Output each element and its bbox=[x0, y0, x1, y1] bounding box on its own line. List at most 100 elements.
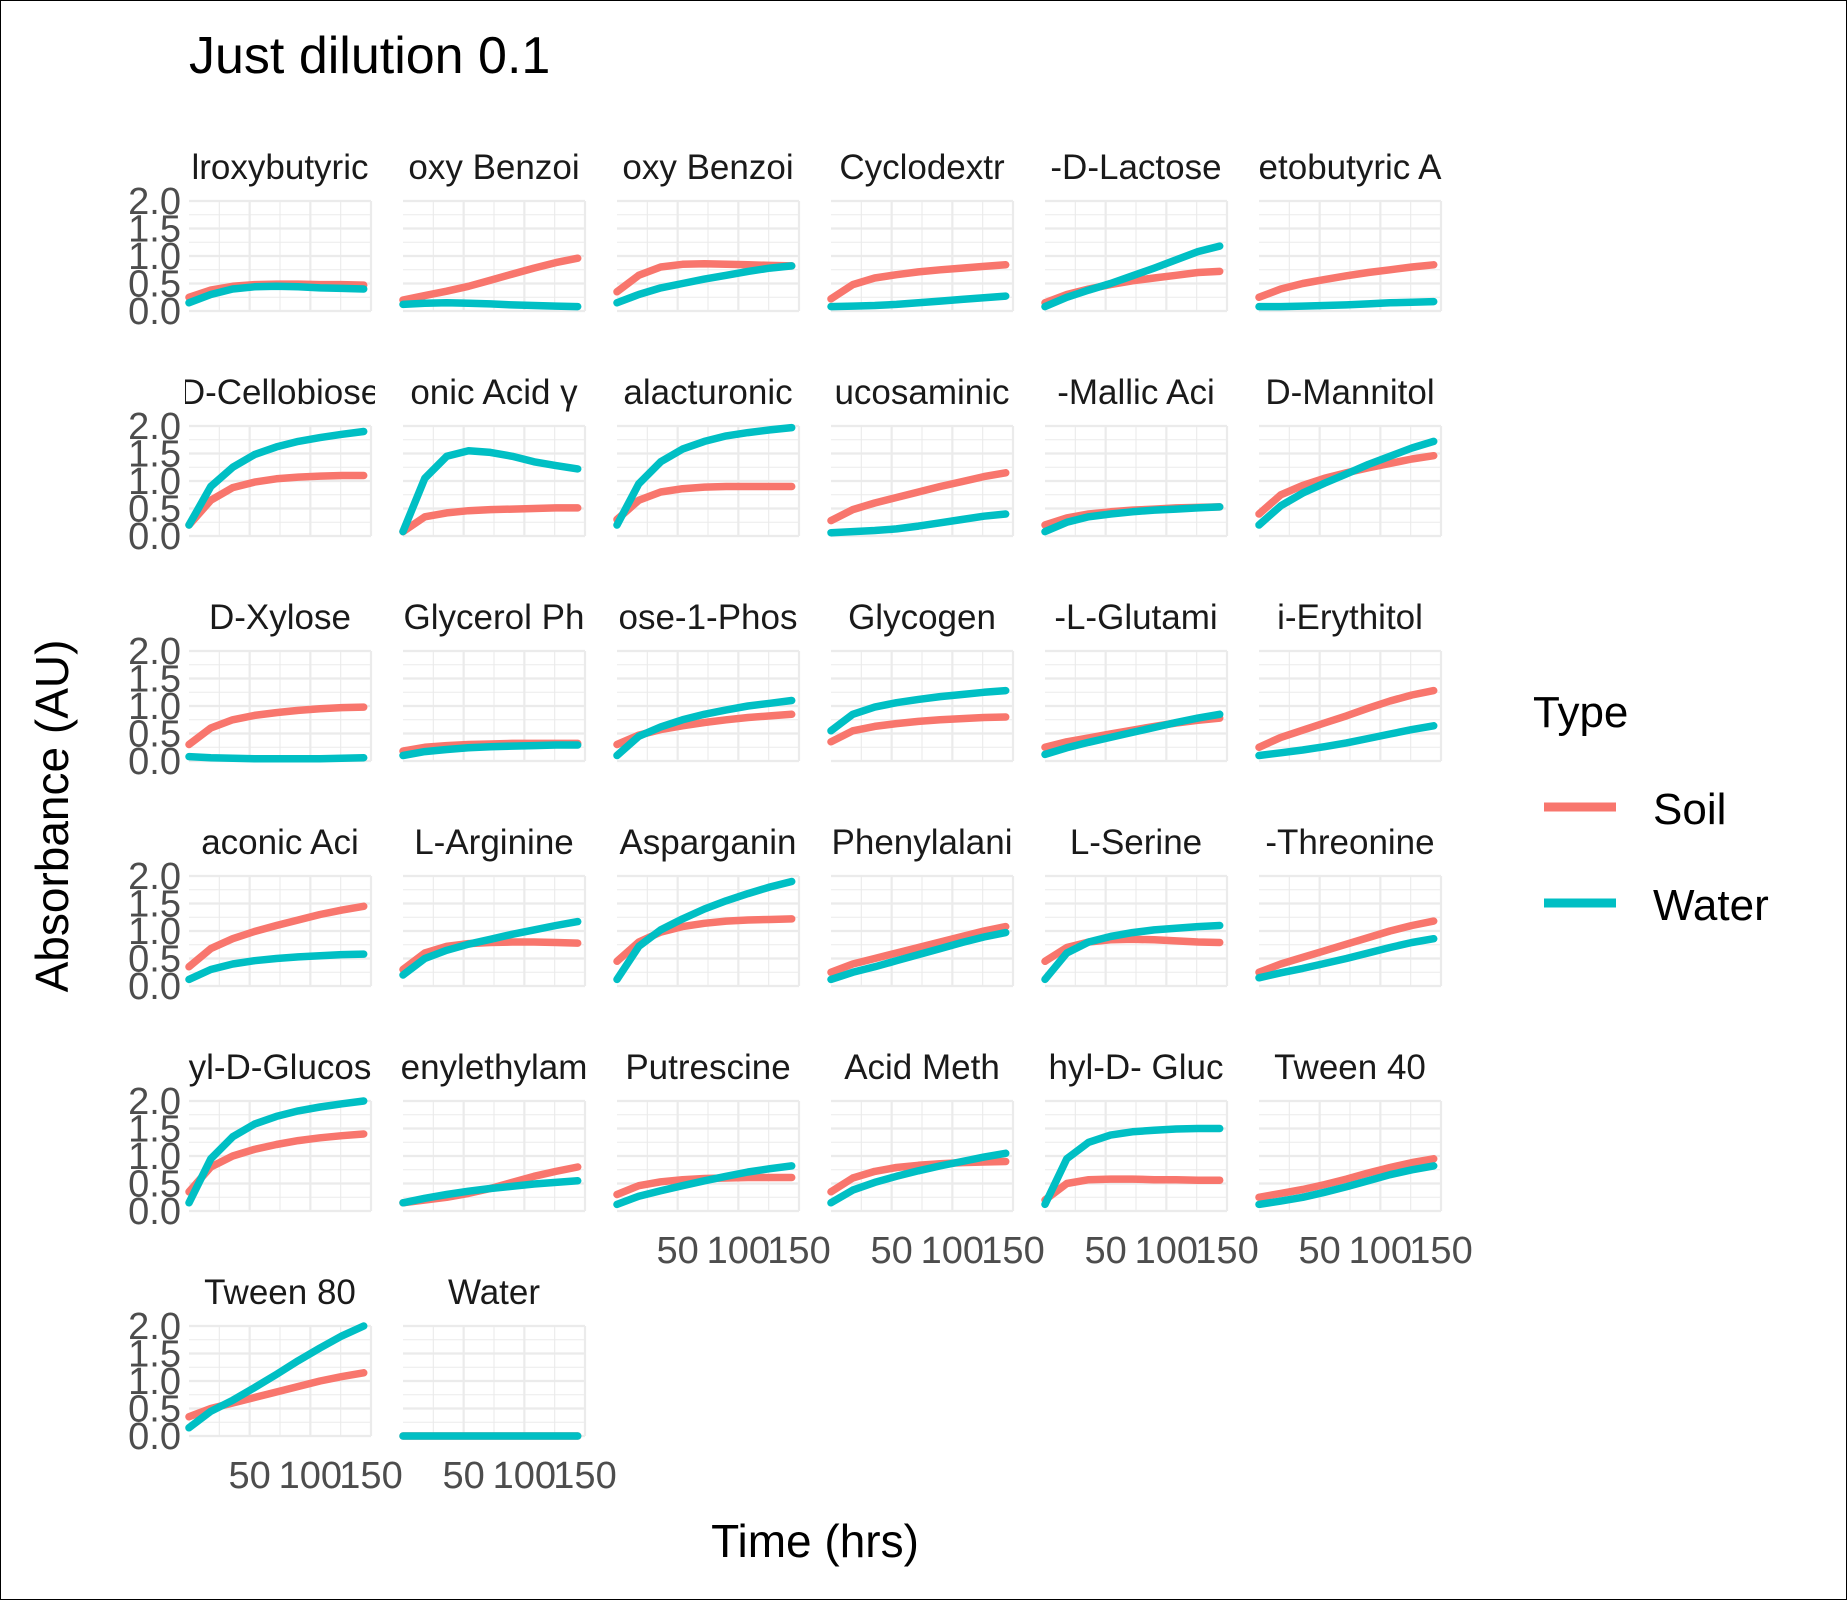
y-tick-label: 0.0 bbox=[128, 966, 181, 1008]
facet-panel: aconic Aci 0.00.51.01.52.0 bbox=[128, 823, 373, 1008]
legend: Type Soil Water bbox=[1533, 688, 1769, 930]
series-line-soil bbox=[827, 922, 1010, 977]
series-line-water bbox=[1255, 1162, 1438, 1209]
y-tick-label: 1.5 bbox=[128, 659, 181, 701]
facet-strip-label: onic Acid γ bbox=[410, 373, 578, 412]
y-tick-label: 0.5 bbox=[128, 714, 181, 756]
x-tick-label: 50 bbox=[443, 1455, 485, 1497]
x-tick-label: 50 bbox=[1085, 1230, 1127, 1272]
series-line-water bbox=[1041, 710, 1224, 759]
facet-panel: D-Mannitol bbox=[1255, 373, 1443, 538]
series-line-soil bbox=[399, 254, 582, 304]
series-line-water bbox=[399, 1177, 582, 1207]
facet-panel: alacturonic bbox=[613, 373, 801, 538]
x-tick-label: 100 bbox=[279, 1455, 342, 1497]
y-tick-label: 2.0 bbox=[128, 406, 181, 448]
series-line-water bbox=[613, 1162, 796, 1209]
facet-panel: Asparganin bbox=[613, 823, 801, 988]
facet-strip-label: D-Xylose bbox=[209, 598, 351, 637]
series-line-water bbox=[613, 696, 796, 760]
y-tick-label: 0.0 bbox=[128, 516, 181, 558]
facet-strip-label: ucosaminic bbox=[834, 373, 1009, 412]
y-tick-label: 2.0 bbox=[128, 856, 181, 898]
series-line-water bbox=[399, 447, 582, 536]
facet-strip-label: Water bbox=[448, 1273, 540, 1312]
facet-strip-label: D-Mannitol bbox=[1265, 373, 1434, 412]
facet-strip-label: i-Erythitol bbox=[1277, 598, 1423, 637]
x-tick-label: 50 bbox=[229, 1455, 271, 1497]
x-tick-label: 150 bbox=[767, 1230, 830, 1272]
facet-strip-label: -Threonine bbox=[1265, 823, 1434, 862]
series-line-soil bbox=[185, 902, 368, 971]
y-tick-label: 1.0 bbox=[128, 461, 181, 503]
y-tick-label: 0.0 bbox=[128, 291, 181, 333]
series-line-soil bbox=[1041, 1175, 1224, 1204]
chart-title: Just dilution 0.1 bbox=[189, 27, 550, 85]
y-tick-label: 0.5 bbox=[128, 1164, 181, 1206]
series-line-water bbox=[827, 510, 1010, 537]
facet-panel: -Threonine bbox=[1255, 823, 1443, 988]
facet-panel: -L-Glutami bbox=[1041, 598, 1229, 763]
series-line-soil bbox=[399, 504, 582, 536]
x-tick-label: 100 bbox=[707, 1230, 770, 1272]
series-line-soil bbox=[185, 1130, 368, 1196]
facet-panel: Glycerol Ph bbox=[399, 598, 587, 763]
facet-panel: Phenylalani bbox=[827, 823, 1015, 988]
facet-strip-label: Glycogen bbox=[848, 598, 996, 637]
series-line-soil bbox=[1255, 1155, 1438, 1202]
y-tick-label: 1.5 bbox=[128, 1334, 181, 1376]
y-tick-label: 0.0 bbox=[128, 1191, 181, 1233]
y-tick-label: 0.5 bbox=[128, 1389, 181, 1431]
series-line-water bbox=[1041, 921, 1224, 984]
y-tick-label: 0.5 bbox=[128, 939, 181, 981]
series-line-water bbox=[185, 282, 368, 307]
facet-panel: -D-Lactose bbox=[1041, 148, 1229, 313]
series-line-water bbox=[1041, 1124, 1224, 1209]
x-tick-label: 150 bbox=[553, 1455, 616, 1497]
legend-title: Type bbox=[1533, 688, 1628, 737]
series-line-water bbox=[613, 877, 796, 984]
series-line-soil bbox=[1255, 917, 1438, 977]
facet-strip-label: D-Cellobiose bbox=[180, 373, 380, 412]
facet-panel: lroxybutyric 0.00.51.01.52.0 bbox=[128, 148, 373, 333]
y-tick-label: 1.5 bbox=[128, 209, 181, 251]
y-tick-label: 2.0 bbox=[128, 1081, 181, 1123]
series-line-water bbox=[827, 686, 1010, 735]
y-tick-label: 1.0 bbox=[128, 1136, 181, 1178]
facet-strip-label: aconic Aci bbox=[201, 823, 359, 862]
facet-panel: i-Erythitol bbox=[1255, 598, 1443, 763]
x-tick-label: 150 bbox=[1195, 1230, 1258, 1272]
y-tick-label: 2.0 bbox=[128, 631, 181, 673]
series-line-soil bbox=[827, 469, 1010, 525]
series-line-water bbox=[399, 299, 582, 311]
series-line-water bbox=[185, 1322, 368, 1432]
facet-panel: L-Serine bbox=[1041, 823, 1229, 988]
facet-strip-label: alacturonic bbox=[623, 373, 792, 412]
facet-strip-label: lroxybutyric bbox=[192, 148, 369, 187]
facet-panel: oxy Benzoi bbox=[399, 148, 587, 313]
facet-strip-label: enylethylam bbox=[401, 1048, 588, 1087]
facet-strip-label: Tween 80 bbox=[204, 1273, 356, 1312]
series-line-water bbox=[1255, 297, 1438, 311]
legend-label-soil: Soil bbox=[1653, 785, 1726, 834]
facet-panel: ucosaminic bbox=[827, 373, 1015, 538]
facet-strip-label: oxy Benzoi bbox=[408, 148, 579, 187]
x-tick-label: 100 bbox=[921, 1230, 984, 1272]
series-line-soil bbox=[185, 471, 368, 529]
series-line-water bbox=[1255, 722, 1438, 760]
facet-panel: -Mallic Aci bbox=[1041, 373, 1229, 538]
facet-strip-label: Putrescine bbox=[625, 1048, 790, 1087]
facet-strip-label: -Mallic Aci bbox=[1057, 373, 1215, 412]
facet-panel: Glycogen bbox=[827, 598, 1015, 763]
series-line-water bbox=[613, 262, 796, 307]
facet-strip-label: L-Arginine bbox=[414, 823, 574, 862]
facet-panel: oxy Benzoi bbox=[613, 148, 801, 313]
series-line-water bbox=[399, 917, 582, 979]
series-line-soil bbox=[613, 259, 796, 296]
series-line-water bbox=[185, 752, 368, 763]
